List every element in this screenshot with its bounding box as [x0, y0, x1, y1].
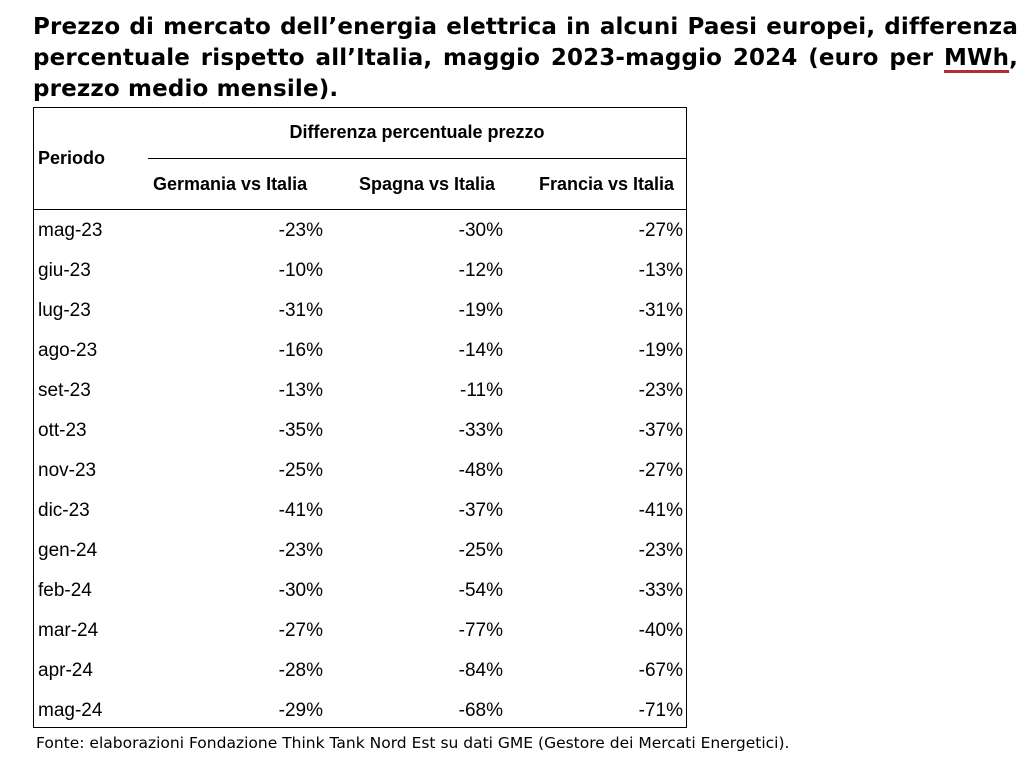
- francia-value-cell: -37%: [638, 420, 683, 441]
- francia-value-cell: -13%: [638, 260, 683, 281]
- title-text: Prezzo di mercato dell’energia elettrica…: [33, 14, 1018, 71]
- spagna-value-cell: -54%: [458, 580, 503, 601]
- source-note: Fonte: elaborazioni Fondazione Think Tan…: [36, 734, 790, 752]
- column-header-francia: Francia vs Italia: [539, 174, 675, 194]
- header-divider: [34, 209, 686, 210]
- francia-value-cell: -33%: [638, 580, 683, 601]
- title-text-end: , prezzo medio mensile).: [33, 45, 1018, 102]
- spagna-value-cell: -19%: [458, 300, 503, 321]
- germania-value-cell: -41%: [278, 500, 323, 521]
- francia-value-cell: -23%: [638, 540, 683, 561]
- group-header: Differenza percentuale prezzo: [289, 122, 545, 142]
- spagna-value-cell: -25%: [458, 540, 503, 561]
- spagna-value-cell: -48%: [458, 460, 503, 481]
- germania-value-cell: -30%: [278, 580, 323, 601]
- period-cell: dic-23: [38, 500, 90, 521]
- period-cell: gen-24: [38, 540, 98, 561]
- francia-value-cell: -67%: [638, 660, 683, 681]
- spagna-value-cell: -68%: [458, 700, 503, 721]
- table-row: set-23 -13% -11% -23%: [34, 372, 686, 412]
- spagna-value-cell: -30%: [458, 220, 503, 241]
- francia-value-cell: -71%: [638, 700, 683, 721]
- germania-value-cell: -27%: [278, 620, 323, 641]
- francia-value-cell: -40%: [638, 620, 683, 641]
- spagna-value-cell: -77%: [458, 620, 503, 641]
- germania-value-cell: -16%: [278, 340, 323, 361]
- spagna-value-cell: -12%: [458, 260, 503, 281]
- period-cell: apr-24: [38, 660, 93, 681]
- table-row: feb-24 -30% -54% -33%: [34, 572, 686, 612]
- table-row: ott-23 -35% -33% -37%: [34, 412, 686, 452]
- francia-value-cell: -27%: [638, 460, 683, 481]
- column-header-germania: Germania vs Italia: [153, 174, 308, 194]
- period-header: Periodo: [38, 148, 106, 168]
- germania-value-cell: -29%: [278, 700, 323, 721]
- price-difference-table: Periodo Differenza percentuale prezzo Ge…: [33, 107, 687, 728]
- table-row: nov-23 -25% -48% -27%: [34, 452, 686, 492]
- table-title: Prezzo di mercato dell’energia elettrica…: [33, 12, 1018, 105]
- table-row: mag-24 -29% -68% -71%: [34, 692, 686, 732]
- spagna-value-cell: -84%: [458, 660, 503, 681]
- period-cell: ago-23: [38, 340, 98, 361]
- period-cell: lug-23: [38, 300, 91, 321]
- francia-value-cell: -27%: [638, 220, 683, 241]
- germania-value-cell: -31%: [278, 300, 323, 321]
- table-body: mag-23 -23% -30% -27% giu-23 -10% -12% -13% lug-…: [34, 212, 686, 732]
- table-row: mag-23 -23% -30% -27%: [34, 212, 686, 252]
- germania-value-cell: -25%: [278, 460, 323, 481]
- germania-value-cell: -23%: [278, 540, 323, 561]
- table-row: dic-23 -41% -37% -41%: [34, 492, 686, 532]
- period-cell: feb-24: [38, 580, 92, 601]
- spagna-value-cell: -33%: [458, 420, 503, 441]
- table-row: giu-23 -10% -12% -13%: [34, 252, 686, 292]
- period-cell: giu-23: [38, 260, 91, 281]
- title-underlined-word: MWh: [944, 45, 1010, 71]
- francia-value-cell: -23%: [638, 380, 683, 401]
- period-cell: ott-23: [38, 420, 87, 441]
- spagna-value-cell: -11%: [460, 380, 503, 401]
- francia-value-cell: -41%: [638, 500, 683, 521]
- table-row: gen-24 -23% -25% -23%: [34, 532, 686, 572]
- period-cell: set-23: [38, 380, 91, 401]
- spagna-value-cell: -14%: [458, 340, 503, 361]
- germania-value-cell: -35%: [278, 420, 323, 441]
- table-row: ago-23 -16% -14% -19%: [34, 332, 686, 372]
- spagna-value-cell: -37%: [458, 500, 503, 521]
- period-cell: mag-24: [38, 700, 103, 721]
- table-row: apr-24 -28% -84% -67%: [34, 652, 686, 692]
- francia-value-cell: -19%: [638, 340, 683, 361]
- germania-value-cell: -28%: [278, 660, 323, 681]
- table-row: lug-23 -31% -19% -31%: [34, 292, 686, 332]
- germania-value-cell: -10%: [278, 260, 323, 281]
- group-header-divider: [148, 158, 686, 159]
- period-cell: mar-24: [38, 620, 99, 641]
- period-cell: nov-23: [38, 460, 97, 481]
- period-cell: mag-23: [38, 220, 103, 241]
- francia-value-cell: -31%: [638, 300, 683, 321]
- table-row: mar-24 -27% -77% -40%: [34, 612, 686, 652]
- column-header-spagna: Spagna vs Italia: [359, 174, 496, 194]
- germania-value-cell: -23%: [278, 220, 323, 241]
- germania-value-cell: -13%: [278, 380, 323, 401]
